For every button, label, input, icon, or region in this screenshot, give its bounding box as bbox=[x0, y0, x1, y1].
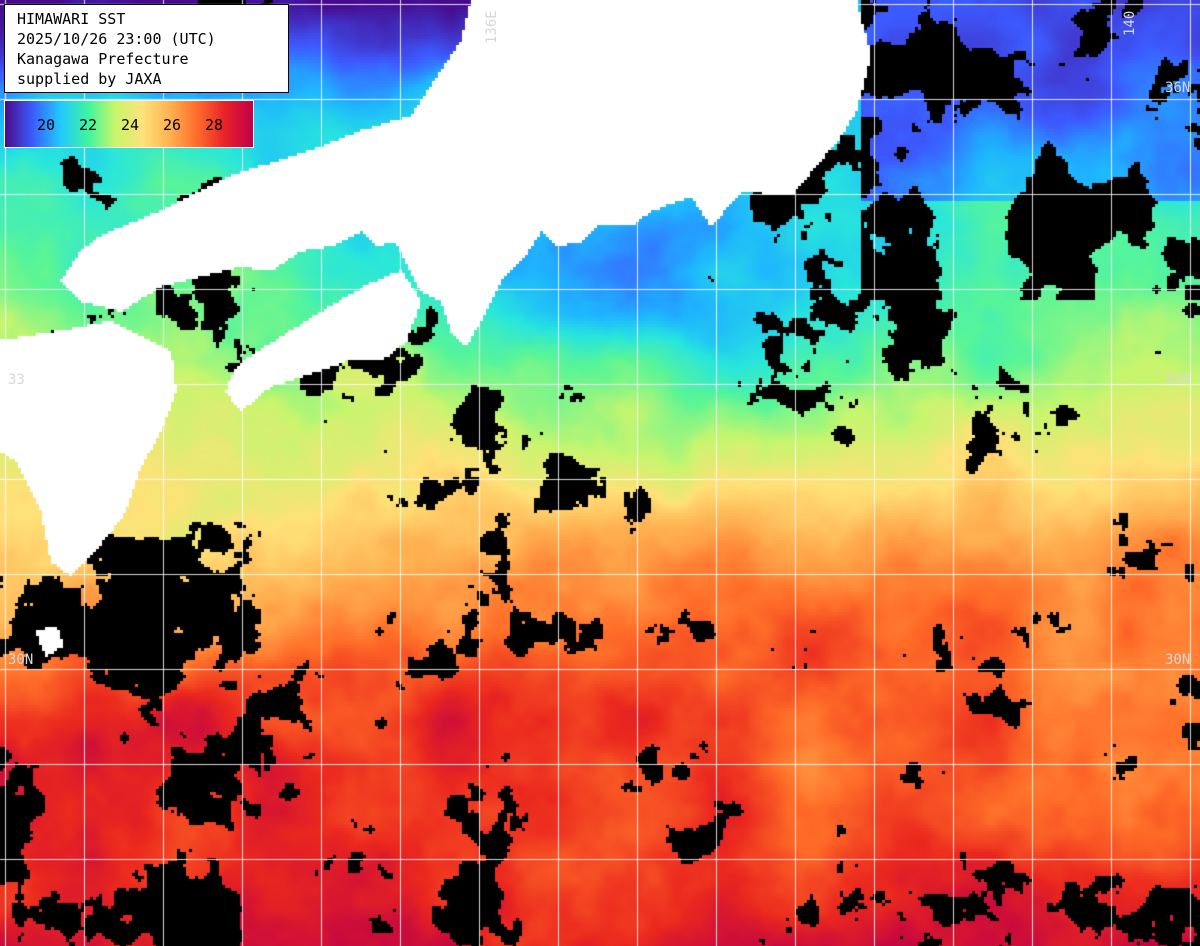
legend-label-24: 24 bbox=[120, 116, 140, 134]
longitude-label-140e: 140 bbox=[1122, 10, 1138, 36]
region-name: Kanagawa Prefecture bbox=[17, 50, 189, 68]
latitude-label-30n-right: 30N bbox=[1165, 652, 1191, 668]
latitude-label-30n-left: 30N bbox=[8, 652, 34, 668]
legend-label-26: 26 bbox=[162, 116, 182, 134]
legend-color-bar bbox=[5, 101, 253, 147]
latitude-label-33-left: 33 bbox=[8, 372, 25, 388]
temperature-legend: 20 22 24 26 28 bbox=[4, 100, 254, 148]
legend-label-20: 20 bbox=[36, 116, 56, 134]
latitude-label-36n: 36N bbox=[1165, 80, 1191, 96]
info-box: HIMAWARI SST 2025/10/26 23:00 (UTC) Kana… bbox=[4, 4, 289, 93]
map-title: HIMAWARI SST bbox=[17, 10, 126, 28]
observation-datetime: 2025/10/26 23:00 (UTC) bbox=[17, 30, 216, 48]
longitude-label-136e: 136E bbox=[484, 10, 500, 44]
data-credit: supplied by JAXA bbox=[17, 70, 162, 88]
legend-label-22: 22 bbox=[78, 116, 98, 134]
legend-label-28: 28 bbox=[204, 116, 224, 134]
latitude-label-33n-right: 33N bbox=[1165, 372, 1191, 388]
